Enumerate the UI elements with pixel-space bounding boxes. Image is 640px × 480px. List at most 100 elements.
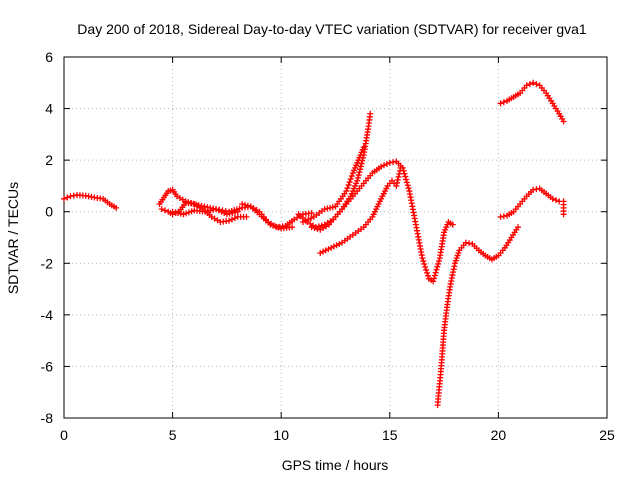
series-arc-12 xyxy=(497,79,567,125)
data-point xyxy=(244,202,251,209)
data-point xyxy=(401,170,408,177)
data-point xyxy=(218,208,225,215)
x-axis-tick-labels: 0 5 10 15 20 25 xyxy=(60,427,615,443)
data-point xyxy=(449,221,456,228)
data-point xyxy=(560,118,567,125)
y-tick-label: -2 xyxy=(41,255,54,271)
data-point xyxy=(403,176,410,183)
data-point xyxy=(275,224,282,231)
data-point xyxy=(396,170,403,177)
data-point xyxy=(433,266,440,273)
data-point xyxy=(403,179,410,186)
data-point xyxy=(423,266,430,273)
x-tick-label: 0 xyxy=(60,427,68,443)
data-point xyxy=(419,255,426,262)
axis-ticks xyxy=(63,56,608,419)
x-tick-label: 20 xyxy=(491,427,507,443)
data-point xyxy=(213,206,220,213)
data-point xyxy=(360,144,367,151)
data-point xyxy=(434,263,441,270)
data-point xyxy=(231,215,238,222)
data-point xyxy=(431,272,438,279)
data-point xyxy=(242,201,248,208)
data-point xyxy=(328,244,335,251)
y-tick-label: -8 xyxy=(41,410,54,426)
data-point xyxy=(161,207,168,214)
x-tick-label: 10 xyxy=(273,427,289,443)
data-point xyxy=(435,258,442,265)
data-point xyxy=(420,258,427,265)
data-point xyxy=(188,208,195,215)
x-tick-label: 25 xyxy=(599,427,615,443)
data-point xyxy=(228,216,235,223)
data-point xyxy=(61,195,67,202)
data-point xyxy=(424,269,431,276)
data-point xyxy=(357,166,364,173)
data-points xyxy=(61,79,567,409)
data-point xyxy=(267,221,274,228)
x-tick-label: 5 xyxy=(169,427,177,443)
data-point xyxy=(299,219,306,226)
chart-title: Day 200 of 2018, Sidereal Day-to-day VTE… xyxy=(77,21,587,37)
data-point xyxy=(421,261,428,268)
data-point xyxy=(308,224,315,231)
data-point xyxy=(226,217,233,224)
data-point xyxy=(113,204,120,211)
data-point xyxy=(308,215,315,222)
data-point xyxy=(317,249,324,256)
data-point xyxy=(358,160,365,167)
data-point xyxy=(221,210,228,217)
y-tick-label: -6 xyxy=(41,358,54,374)
data-point xyxy=(367,110,374,117)
x-axis-label: GPS time / hours xyxy=(282,457,389,473)
data-point xyxy=(348,173,355,180)
data-point xyxy=(336,240,343,247)
data-point xyxy=(404,182,411,189)
data-point xyxy=(356,169,363,176)
data-point xyxy=(355,172,362,179)
data-point xyxy=(432,269,439,276)
data-point xyxy=(394,176,401,183)
series-arc-9 xyxy=(317,164,404,256)
series-arc-1 xyxy=(61,191,120,211)
data-point xyxy=(526,81,533,88)
data-point xyxy=(272,223,279,230)
y-tick-label: 2 xyxy=(45,152,53,168)
data-point xyxy=(396,167,403,174)
data-point xyxy=(397,164,404,171)
data-point xyxy=(346,179,353,186)
y-tick-label: -4 xyxy=(41,307,54,323)
data-point xyxy=(308,210,315,217)
data-point xyxy=(381,162,388,169)
data-point xyxy=(500,99,507,106)
data-point xyxy=(158,206,165,213)
series-arc-10 xyxy=(434,224,521,409)
data-point xyxy=(560,211,567,218)
data-point xyxy=(424,272,431,279)
data-point xyxy=(395,173,402,180)
data-point xyxy=(183,210,190,217)
data-point xyxy=(549,195,556,202)
data-point xyxy=(347,176,354,183)
data-point xyxy=(435,260,442,267)
data-point xyxy=(383,161,390,168)
data-point xyxy=(530,79,537,86)
y-axis-label: SDTVAR / TECUs xyxy=(5,182,21,294)
data-point xyxy=(393,182,400,189)
y-axis-tick-labels: -8 -6 -4 -2 0 2 4 6 xyxy=(41,49,54,426)
data-point xyxy=(234,208,241,215)
y-tick-label: 6 xyxy=(45,49,53,65)
series-arc-11 xyxy=(497,185,567,220)
data-point xyxy=(320,248,327,255)
series-arc-8 xyxy=(308,158,456,285)
data-point xyxy=(345,182,352,189)
series-arc-6 xyxy=(295,110,374,231)
data-point xyxy=(333,242,340,249)
data-point xyxy=(552,197,559,204)
data-point xyxy=(354,174,361,181)
series-arc-7 xyxy=(299,144,367,226)
data-point xyxy=(344,185,351,192)
data-point xyxy=(215,207,222,214)
data-point xyxy=(378,163,385,170)
